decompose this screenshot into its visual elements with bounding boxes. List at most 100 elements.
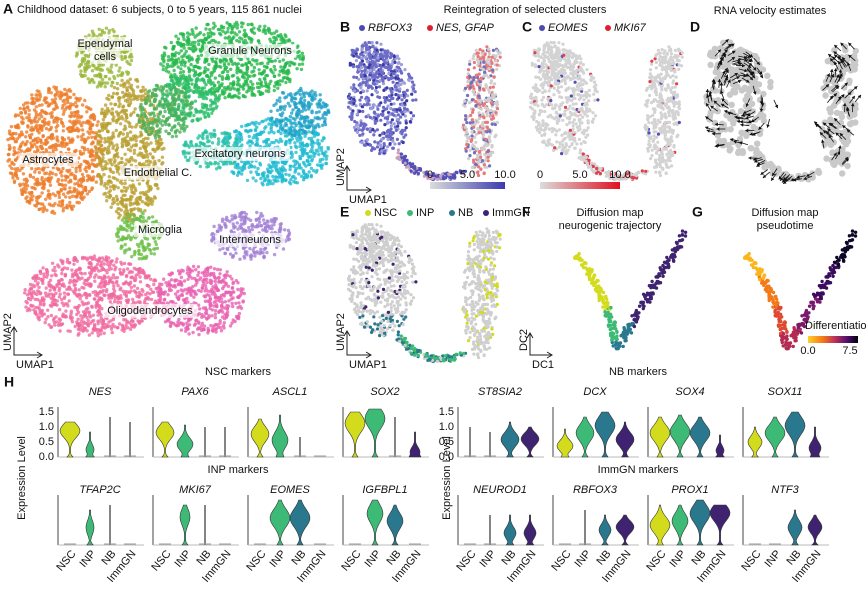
cell-dot	[114, 128, 119, 133]
cell-dot	[144, 149, 148, 153]
cell-dot	[68, 178, 73, 182]
cell-dot	[21, 187, 26, 191]
cell-dot	[80, 285, 84, 290]
cell-dot	[40, 103, 44, 107]
cell-dot	[41, 168, 45, 172]
cell-dot	[116, 155, 120, 159]
cell-dot	[88, 127, 92, 131]
cell-dot	[102, 31, 107, 35]
cell-dot	[86, 310, 90, 314]
cell-dot	[258, 250, 263, 254]
cell-dot	[25, 130, 29, 134]
cell-dot	[212, 128, 216, 133]
cell-dot	[140, 257, 144, 261]
cell-dot	[57, 190, 61, 195]
cell-dot	[105, 106, 110, 111]
cell-dot	[197, 134, 202, 138]
cell-dot	[250, 23, 254, 27]
cell-dot	[108, 294, 112, 298]
cell-dot	[35, 140, 39, 144]
cell-dot	[160, 123, 165, 127]
cell-dot	[255, 133, 259, 137]
cell-dot	[174, 134, 178, 138]
cell-dot	[189, 62, 193, 67]
cell-dot	[28, 174, 33, 179]
cell-dot	[298, 57, 302, 61]
cell-dot	[179, 63, 184, 67]
cell-dot	[137, 295, 141, 299]
cell-dot	[46, 308, 50, 312]
cell-dot	[172, 103, 177, 107]
cell-dot	[264, 221, 268, 226]
cell-dot	[119, 160, 123, 165]
cell-dot	[100, 107, 104, 112]
cell-dot	[200, 110, 204, 114]
cell-dot	[95, 162, 100, 167]
cell-dot	[276, 86, 280, 90]
cell-dot	[114, 63, 118, 67]
cell-dot	[293, 105, 298, 110]
cell-dot	[142, 146, 147, 150]
cell-dot	[137, 248, 141, 253]
cell-dot	[191, 32, 195, 36]
cell-dot	[124, 205, 128, 209]
cell-dot	[129, 208, 133, 212]
cell-dot	[137, 120, 141, 124]
cell-dot	[65, 257, 70, 262]
cell-dot	[31, 138, 35, 143]
cell-dot	[176, 96, 181, 100]
cell-dot	[22, 178, 26, 182]
cell-dot	[312, 152, 316, 156]
cell-dot	[195, 57, 199, 62]
cell-dot	[230, 86, 234, 90]
cell-dot	[118, 102, 122, 106]
cell-dot	[53, 323, 57, 327]
cell-dot	[200, 87, 204, 92]
cell-dot	[303, 129, 307, 134]
cell-dot	[63, 178, 68, 182]
cell-dot	[44, 171, 49, 175]
cell-dot	[133, 107, 137, 111]
cell-dot	[50, 111, 54, 115]
cell-dot	[110, 95, 115, 99]
cell-dot	[269, 109, 273, 114]
cell-dot	[56, 168, 61, 172]
cell-dot	[262, 64, 267, 69]
cell-dot	[124, 113, 129, 118]
cell-dot	[21, 140, 25, 144]
cell-dot	[97, 33, 102, 37]
cell-dot	[152, 195, 157, 199]
cell-dot	[143, 209, 147, 213]
cell-dot	[187, 59, 191, 63]
cell-dot	[141, 246, 145, 250]
cell-dot	[297, 108, 301, 113]
cell-dot	[190, 28, 194, 32]
cell-dot	[291, 108, 295, 112]
cell-dot	[11, 131, 16, 136]
cell-dot	[18, 106, 22, 111]
cell-dot	[233, 129, 237, 134]
cell-dot	[310, 144, 315, 149]
cell-dot	[105, 112, 109, 116]
cell-dot	[48, 172, 52, 176]
cell-dot	[25, 106, 29, 110]
cell-dot	[103, 136, 107, 141]
cell-dot	[58, 171, 63, 175]
cell-dot	[60, 268, 64, 272]
cell-dot	[108, 189, 113, 193]
cell-dot	[161, 114, 166, 119]
cell-dot	[288, 77, 292, 82]
cell-dot	[99, 275, 103, 280]
cell-dot	[40, 191, 44, 195]
cell-dot	[258, 77, 262, 82]
cell-dot	[77, 288, 81, 292]
cell-dot	[140, 319, 144, 323]
cell-dot	[130, 55, 134, 59]
cell-dot	[61, 103, 65, 108]
cell-dot	[262, 247, 266, 252]
cell-dot	[176, 77, 180, 81]
cell-dot	[250, 63, 254, 67]
cell-dot	[292, 164, 296, 169]
cell-dot	[300, 109, 304, 113]
